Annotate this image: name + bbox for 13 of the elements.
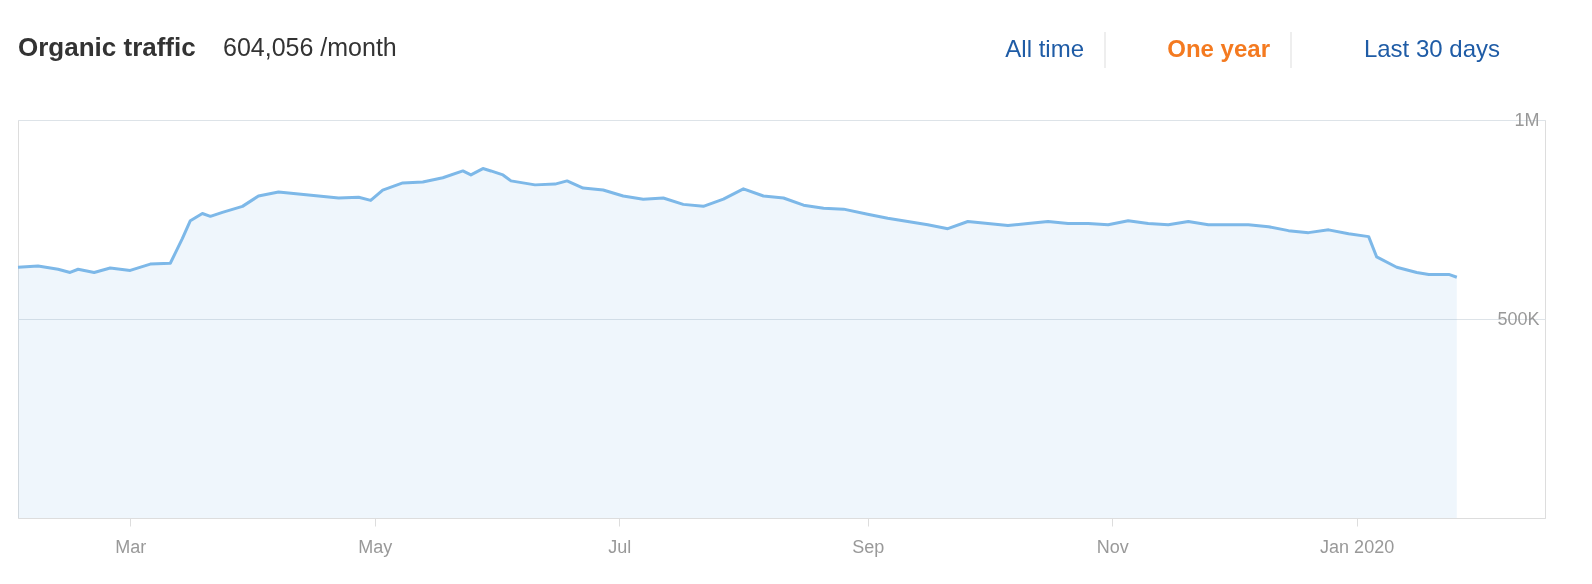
- x-tick-label: Nov: [1096, 536, 1129, 557]
- text: One year: [1167, 35, 1270, 62]
- chart-title: Organic traffic: [18, 32, 196, 62]
- y-tick-label: 500K: [1497, 308, 1540, 329]
- x-tick-label: May: [358, 536, 393, 557]
- x-tick-label: Sep: [852, 536, 885, 557]
- y-tick-label: 1M: [1514, 109, 1540, 130]
- x-tick-label: Jul: [608, 536, 632, 557]
- text: All time: [1005, 35, 1084, 62]
- text: Last 30 days: [1363, 35, 1500, 62]
- x-tick-label: Mar: [115, 536, 147, 557]
- x-tick-label: Jan 2020: [1320, 536, 1395, 557]
- chart-subtitle: 604,056 /month: [223, 33, 397, 61]
